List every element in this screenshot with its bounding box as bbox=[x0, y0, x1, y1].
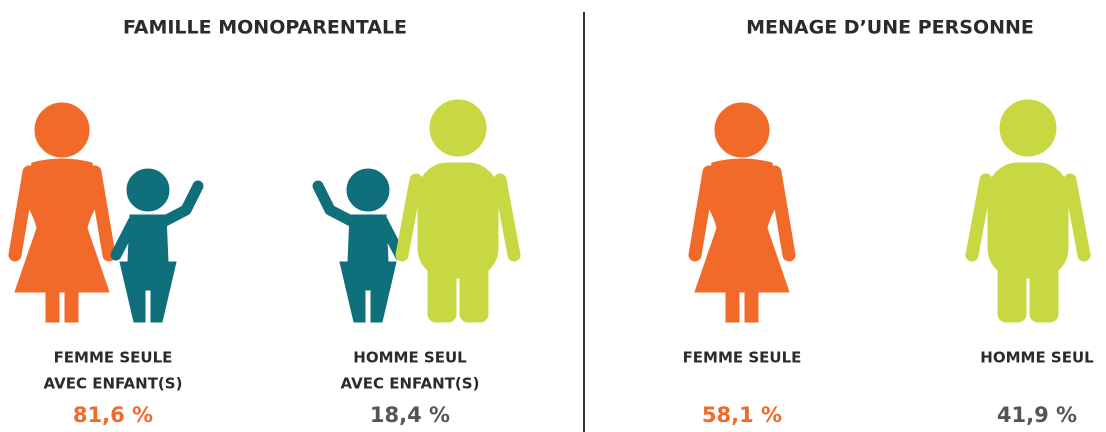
item-label: FEMME SEULE bbox=[54, 349, 173, 367]
item-value: 18,4 % bbox=[370, 403, 450, 427]
man-icon bbox=[402, 100, 514, 322]
item-label: AVEC ENFANT(S) bbox=[341, 375, 480, 393]
item-value: 41,9 % bbox=[997, 403, 1077, 427]
woman-icon bbox=[15, 103, 109, 322]
section-title: MENAGE D’UNE PERSONNE bbox=[746, 17, 1034, 39]
section-title: FAMILLE MONOPARENTALE bbox=[123, 17, 407, 39]
item-label: HOMME SEUL bbox=[353, 349, 467, 367]
child-icon bbox=[318, 169, 400, 322]
item-label: FEMME SEULE bbox=[683, 349, 802, 367]
man-icon bbox=[972, 100, 1084, 322]
item-label: HOMME SEUL bbox=[980, 349, 1094, 367]
item-value: 81,6 % bbox=[73, 403, 153, 427]
item-label: AVEC ENFANT(S) bbox=[44, 375, 183, 393]
child-icon bbox=[116, 169, 198, 322]
woman-icon bbox=[695, 103, 789, 322]
item-value: 58,1 % bbox=[702, 403, 782, 427]
